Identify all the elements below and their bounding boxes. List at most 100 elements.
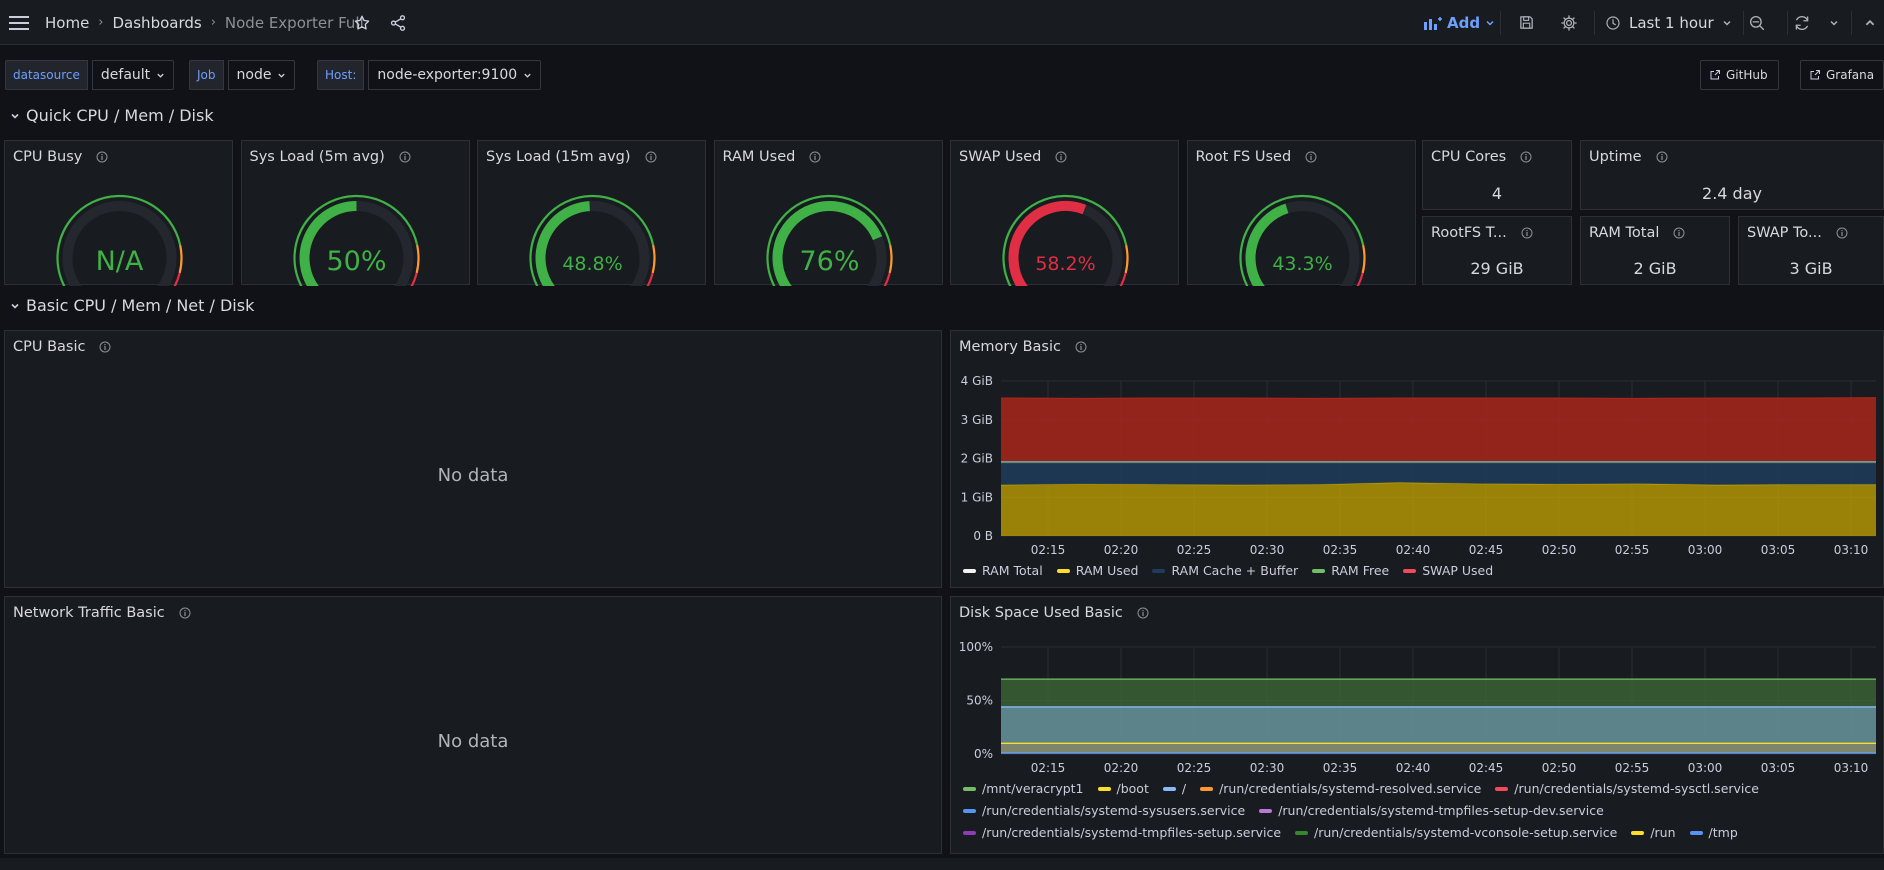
y-tick-label: 4 GiB [961,374,993,388]
x-tick-label: 02:35 [1323,543,1358,557]
stat-value: 2 GiB [1633,259,1677,278]
info-icon[interactable] [1673,227,1685,239]
row-quick-toggle[interactable]: Quick CPU / Mem / Disk [10,106,214,125]
chevron-down-icon [1486,20,1494,26]
datasource-value: default [100,67,151,83]
stat-value: 4 [1491,184,1503,203]
chevron-right-icon: › [98,15,104,30]
info-icon[interactable] [1656,151,1668,163]
panel-disk-basic[interactable]: Disk Space Used Basic 0% 50% 100% 02:15 02:2… [950,596,1884,854]
x-tick-label: 02:15 [1031,543,1066,557]
info-icon[interactable] [96,151,108,163]
collapse-chevron-up-icon[interactable] [1856,9,1884,37]
menu-icon[interactable] [5,9,33,37]
breadcrumb-current: Node Exporter Full [224,13,364,32]
panel-cpu-basic[interactable]: CPU Basic No data [4,330,942,588]
gauge-panel[interactable]: SWAP Used 58.2% [950,140,1179,286]
chevron-down-icon [524,73,531,78]
legend-item[interactable]: /run/credentials/systemd-vconsole-setup.… [1295,825,1617,840]
stat-swap-total[interactable]: SWAP To... 3 GiB [1738,216,1884,285]
refresh-icon[interactable] [1788,9,1816,37]
gauge-panel[interactable]: Root FS Used 43.3% [1186,140,1416,286]
save-icon[interactable] [1512,9,1540,37]
legend-item[interactable]: /run [1631,825,1676,840]
legend-swatch [1056,568,1070,573]
github-link[interactable]: GitHub [1700,60,1779,90]
x-tick-label: 02:40 [1396,543,1431,557]
info-icon[interactable] [1836,227,1848,239]
gauge-panel[interactable]: Sys Load (15m avg) 48.8% [477,140,706,286]
legend-item[interactable]: / [1162,781,1186,796]
legend-swatch [1200,786,1214,791]
info-icon[interactable] [99,341,111,353]
star-icon[interactable] [348,9,376,37]
datasource-select[interactable]: default [91,60,175,90]
gauge-chart: 48.8% [529,194,656,286]
x-tick-label: 02:25 [1177,761,1212,775]
no-data-message: No data [437,465,509,486]
gauge-panel[interactable]: Sys Load (5m avg) 50% [240,140,470,286]
breadcrumb-dashboards[interactable]: Dashboards [112,13,202,32]
stat-rootfs-total[interactable]: RootFS T... 29 GiB [1422,216,1572,285]
legend-item[interactable]: /mnt/veracrypt1 [963,781,1084,796]
legend-label: /tmp [1708,825,1738,840]
panel-title: Uptime [1589,149,1642,165]
legend-item[interactable]: SWAP Used [1403,563,1493,578]
legend-item[interactable]: /run/credentials/systemd-sysctl.service [1495,781,1759,796]
gauge-panel[interactable]: CPU Busy N/A [4,140,233,286]
refresh-interval-chevron-down-icon[interactable] [1820,9,1848,37]
legend-item[interactable]: RAM Used [1056,563,1138,578]
legend-item[interactable]: /boot [1097,781,1149,796]
stat-uptime[interactable]: Uptime 2.4 day [1580,140,1884,210]
stat-ram-total[interactable]: RAM Total 2 GiB [1580,216,1730,285]
legend-label: /run/credentials/systemd-tmpfiles-setup.… [982,825,1282,840]
info-icon[interactable] [1075,341,1087,353]
info-icon[interactable] [1520,151,1532,163]
stat-value: 3 GiB [1789,259,1833,278]
legend-item[interactable]: /run/credentials/systemd-sysusers.servic… [963,803,1245,818]
legend-item[interactable]: RAM Cache + Buffer [1152,563,1298,578]
external-link-icon [1710,70,1720,80]
y-tick-label: 0% [974,747,993,761]
legend-item[interactable]: RAM Total [963,563,1043,578]
legend-swatch [1631,830,1645,835]
legend-item[interactable]: RAM Free [1312,563,1389,578]
info-icon[interactable] [1521,227,1533,239]
gauge-panel[interactable]: RAM Used 76% [713,140,943,286]
row-basic-toggle[interactable]: Basic CPU / Mem / Net / Disk [10,296,254,315]
y-tick-label: 1 GiB [961,490,993,504]
legend-item[interactable]: /tmp [1689,825,1738,840]
legend-item[interactable]: /run/credentials/systemd-tmpfiles-setup-… [1259,803,1604,818]
legend-item[interactable]: /run/credentials/systemd-tmpfiles-setup.… [963,825,1281,840]
grafana-link[interactable]: Grafana [1800,60,1884,90]
info-icon[interactable] [1305,151,1317,163]
info-icon[interactable] [1137,607,1149,619]
legend-item[interactable]: /run/credentials/systemd-resolved.servic… [1200,781,1481,796]
time-range-label: Last 1 hour [1629,13,1714,32]
time-range-picker[interactable]: Last 1 hour [1605,14,1732,32]
add-button[interactable]: Add [1424,14,1495,32]
breadcrumb-home[interactable]: Home [45,13,90,32]
variable-host: Host: node-exporter:9100 [317,60,542,90]
variable-label: Job [189,60,224,90]
info-icon[interactable] [645,151,657,163]
gear-icon[interactable] [1555,9,1583,37]
info-icon[interactable] [399,151,411,163]
y-tick-label: 2 GiB [961,452,993,466]
panel-memory-basic[interactable]: Memory Basic 0 B 1 GiB 2 GiB 3 GiB 4 GiB 02:1… [950,330,1884,588]
info-icon[interactable] [1055,151,1067,163]
legend-swatch [1162,786,1176,791]
memory-chart[interactable]: 0 B 1 GiB 2 GiB 3 GiB 4 GiB 02:15 02:20 02:25 02… [951,331,1884,561]
share-icon[interactable] [384,9,412,37]
panel-title: Root FS Used [1195,149,1292,165]
zoom-out-icon[interactable] [1743,9,1771,37]
gauge-chart: 50% [292,194,420,286]
job-select[interactable]: node [227,60,296,90]
disk-chart[interactable]: 0% 50% 100% 02:15 02:20 02:25 02:30 02:35 02:40 0… [951,597,1884,777]
info-icon[interactable] [179,607,191,619]
panel-network-basic[interactable]: Network Traffic Basic No data [4,596,942,854]
info-icon[interactable] [809,151,821,163]
legend-swatch [1312,568,1326,573]
host-select[interactable]: node-exporter:9100 [368,60,542,90]
stat-cpu-cores[interactable]: CPU Cores 4 [1422,140,1572,210]
